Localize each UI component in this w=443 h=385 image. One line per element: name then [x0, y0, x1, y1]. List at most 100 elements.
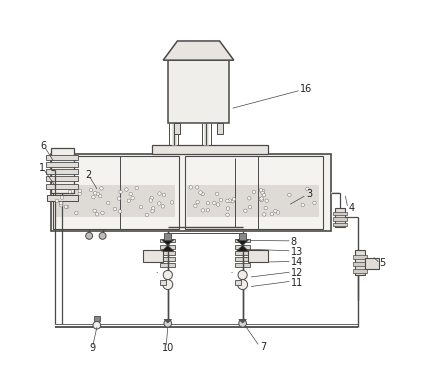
Bar — [365, 258, 379, 269]
Circle shape — [68, 190, 72, 193]
Circle shape — [244, 209, 247, 213]
Polygon shape — [162, 246, 174, 251]
Bar — [235, 257, 250, 261]
Bar — [333, 218, 347, 221]
Bar — [248, 250, 268, 261]
Bar — [53, 156, 179, 229]
Bar — [334, 208, 346, 227]
Circle shape — [158, 202, 161, 205]
Circle shape — [145, 213, 148, 217]
Bar — [353, 255, 366, 259]
Bar — [217, 123, 223, 134]
Circle shape — [150, 196, 153, 199]
Text: 12: 12 — [291, 268, 303, 278]
Circle shape — [206, 201, 210, 205]
Bar — [54, 185, 175, 218]
Circle shape — [219, 198, 222, 202]
Circle shape — [201, 209, 205, 212]
Circle shape — [194, 204, 197, 208]
Circle shape — [93, 209, 97, 213]
Bar — [164, 233, 171, 240]
Bar — [47, 195, 78, 201]
Circle shape — [274, 209, 277, 213]
Bar — [46, 162, 78, 167]
Circle shape — [262, 193, 266, 197]
Circle shape — [171, 201, 174, 204]
Circle shape — [238, 270, 247, 280]
Circle shape — [89, 188, 93, 192]
Circle shape — [313, 201, 316, 204]
Bar — [160, 280, 166, 285]
Bar — [235, 280, 241, 285]
Circle shape — [78, 192, 82, 195]
Bar — [333, 212, 347, 215]
Polygon shape — [239, 320, 246, 323]
Circle shape — [113, 208, 117, 211]
Bar — [51, 154, 331, 231]
Circle shape — [131, 196, 134, 200]
Circle shape — [201, 192, 204, 196]
Circle shape — [95, 213, 99, 216]
Polygon shape — [237, 240, 249, 246]
Circle shape — [163, 270, 172, 280]
Circle shape — [196, 201, 199, 204]
Circle shape — [161, 204, 165, 208]
Circle shape — [106, 201, 110, 205]
Circle shape — [248, 197, 251, 200]
Circle shape — [270, 213, 273, 216]
Circle shape — [64, 205, 68, 208]
Bar — [94, 316, 100, 321]
Bar — [355, 250, 365, 275]
Circle shape — [228, 199, 232, 202]
Circle shape — [301, 203, 304, 207]
Bar — [160, 263, 175, 267]
Text: 9: 9 — [89, 343, 95, 353]
Bar — [239, 233, 246, 240]
Circle shape — [261, 191, 264, 194]
Bar — [235, 263, 250, 267]
Circle shape — [96, 192, 99, 196]
Circle shape — [189, 186, 193, 189]
Circle shape — [163, 280, 173, 290]
Text: 5: 5 — [380, 258, 386, 268]
Circle shape — [92, 196, 95, 199]
Circle shape — [85, 233, 93, 239]
Circle shape — [248, 205, 252, 209]
Text: 8: 8 — [291, 238, 297, 248]
Circle shape — [231, 199, 234, 203]
Circle shape — [129, 192, 132, 196]
Circle shape — [225, 199, 229, 203]
Text: 16: 16 — [300, 84, 312, 94]
Bar — [160, 251, 175, 254]
Circle shape — [158, 192, 161, 195]
Bar — [143, 250, 163, 261]
Bar — [235, 239, 250, 243]
Bar — [185, 156, 323, 229]
Circle shape — [260, 197, 263, 200]
Circle shape — [151, 209, 154, 213]
Circle shape — [149, 199, 152, 202]
Text: 14: 14 — [291, 257, 303, 267]
Circle shape — [259, 198, 262, 201]
Bar — [333, 223, 347, 226]
Bar — [174, 123, 180, 134]
Text: 4: 4 — [349, 203, 355, 213]
Circle shape — [66, 205, 69, 209]
Circle shape — [139, 205, 143, 209]
Polygon shape — [164, 320, 171, 323]
Circle shape — [78, 189, 82, 192]
Polygon shape — [163, 41, 234, 60]
Polygon shape — [237, 246, 249, 251]
Circle shape — [119, 190, 122, 194]
Circle shape — [199, 191, 202, 194]
Circle shape — [195, 186, 199, 189]
Circle shape — [99, 233, 106, 239]
Circle shape — [306, 187, 309, 191]
Circle shape — [253, 190, 256, 194]
Circle shape — [215, 192, 219, 196]
Circle shape — [60, 196, 64, 199]
Text: 3: 3 — [306, 189, 312, 199]
Text: 6: 6 — [40, 141, 47, 151]
Circle shape — [100, 187, 103, 190]
Circle shape — [125, 188, 128, 191]
